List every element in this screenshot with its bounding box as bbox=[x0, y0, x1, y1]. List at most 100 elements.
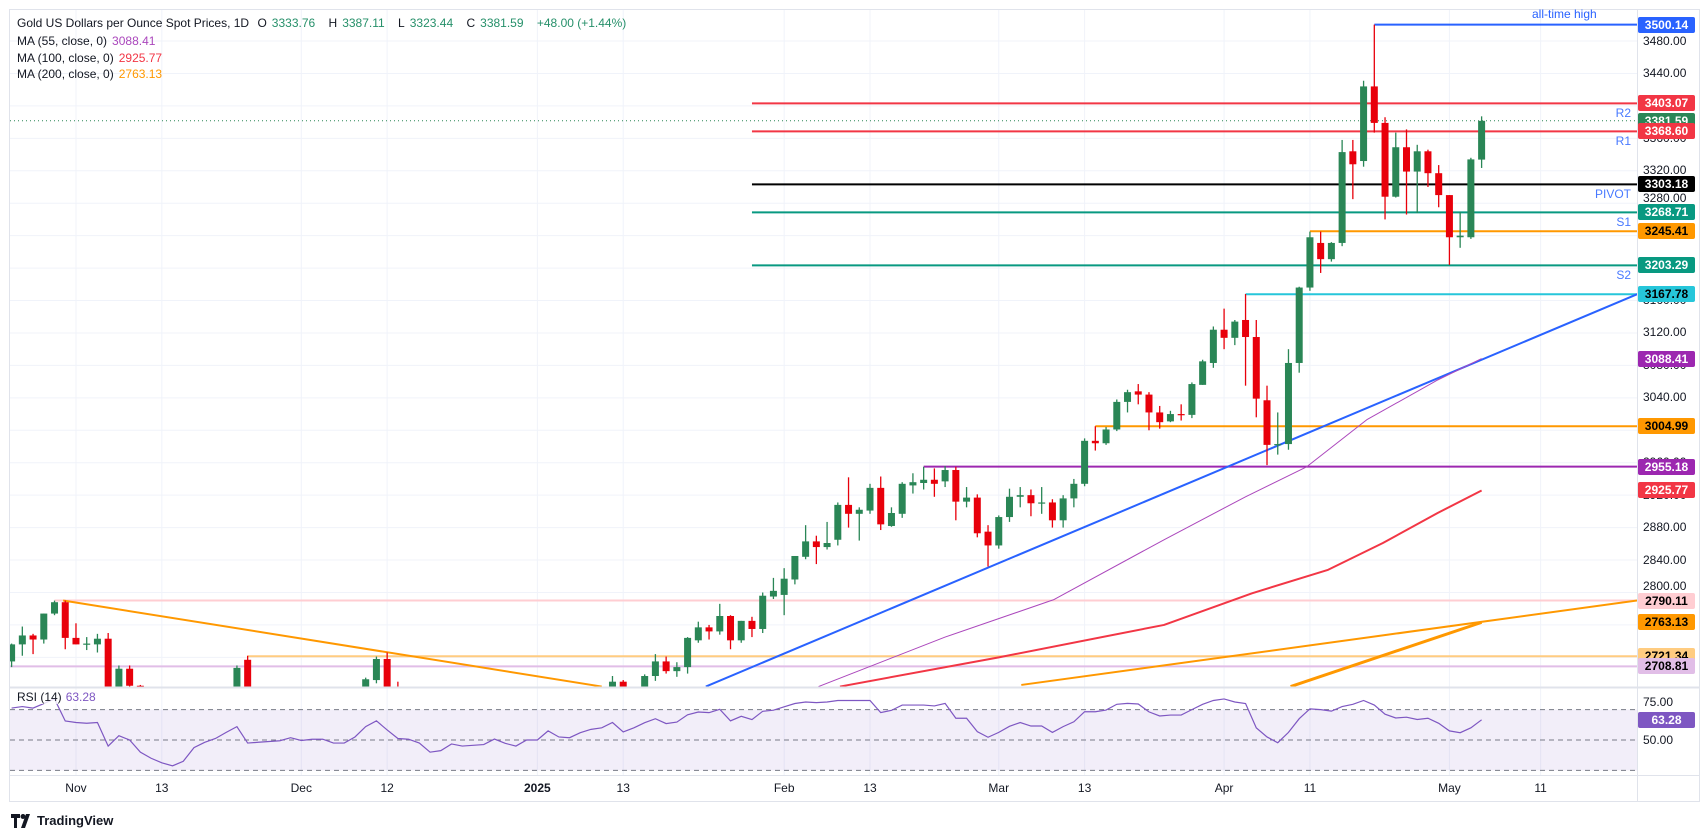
trendline-rising-orange[interactable] bbox=[1021, 599, 1637, 686]
candle[interactable] bbox=[1156, 405, 1164, 429]
trendline-rising-support-blue[interactable] bbox=[705, 293, 1637, 687]
candle[interactable] bbox=[1252, 319, 1260, 418]
candle[interactable] bbox=[1381, 117, 1389, 220]
rsi-legend[interactable]: RSI (14) 63.28 bbox=[17, 690, 96, 704]
candle[interactable] bbox=[1199, 359, 1207, 385]
candle[interactable] bbox=[877, 476, 885, 531]
candle[interactable] bbox=[244, 655, 252, 751]
candle[interactable] bbox=[1059, 495, 1067, 528]
candle[interactable] bbox=[1102, 427, 1110, 445]
candle[interactable] bbox=[1424, 149, 1432, 187]
candle[interactable] bbox=[941, 465, 949, 488]
candle[interactable] bbox=[630, 691, 637, 706]
candle[interactable] bbox=[372, 656, 380, 684]
candle[interactable] bbox=[716, 603, 724, 635]
rsi-line[interactable] bbox=[11, 698, 1482, 767]
candle[interactable] bbox=[898, 482, 906, 518]
candle[interactable] bbox=[651, 654, 659, 681]
candle[interactable] bbox=[1005, 488, 1013, 522]
candle[interactable] bbox=[1081, 438, 1089, 487]
candle[interactable] bbox=[61, 600, 69, 650]
trendline-descending-orange[interactable] bbox=[62, 599, 602, 687]
candle[interactable] bbox=[1467, 157, 1475, 239]
candle[interactable] bbox=[641, 674, 649, 698]
legend-ma100[interactable]: MA (100, close, 0) 2925.77 bbox=[17, 51, 167, 65]
candle[interactable] bbox=[83, 637, 91, 651]
candle[interactable] bbox=[737, 620, 745, 643]
candle[interactable] bbox=[802, 525, 810, 560]
candle[interactable] bbox=[1317, 231, 1325, 273]
candle[interactable] bbox=[72, 623, 80, 645]
candle[interactable] bbox=[29, 633, 37, 655]
candle[interactable] bbox=[920, 466, 928, 490]
candle[interactable] bbox=[233, 665, 241, 704]
candle[interactable] bbox=[18, 626, 26, 656]
candle[interactable] bbox=[1403, 129, 1410, 215]
candle[interactable] bbox=[1113, 399, 1121, 432]
candle[interactable] bbox=[1360, 80, 1368, 167]
candle[interactable] bbox=[662, 656, 670, 674]
candle[interactable] bbox=[694, 621, 702, 643]
candle[interactable] bbox=[40, 613, 48, 644]
candle[interactable] bbox=[1456, 212, 1464, 248]
candle[interactable] bbox=[759, 592, 767, 634]
candle[interactable] bbox=[1284, 349, 1292, 450]
candle[interactable] bbox=[1306, 231, 1314, 291]
candle[interactable] bbox=[984, 525, 992, 567]
candle[interactable] bbox=[705, 624, 713, 640]
candle[interactable] bbox=[791, 555, 799, 585]
candle[interactable] bbox=[963, 487, 971, 508]
moving-average-line[interactable] bbox=[818, 358, 1482, 687]
candle[interactable] bbox=[598, 694, 605, 709]
candle[interactable] bbox=[973, 494, 981, 538]
candle[interactable] bbox=[673, 662, 681, 677]
candle[interactable] bbox=[619, 680, 627, 709]
candle[interactable] bbox=[93, 633, 101, 653]
candle[interactable] bbox=[1349, 139, 1357, 200]
candle[interactable] bbox=[115, 665, 123, 719]
legend-ma200[interactable]: MA (200, close, 0) 2763.13 bbox=[17, 67, 167, 81]
candle[interactable] bbox=[1070, 478, 1078, 508]
candle[interactable] bbox=[1327, 242, 1335, 262]
candle[interactable] bbox=[1338, 139, 1346, 247]
candle[interactable] bbox=[126, 665, 134, 693]
candle[interactable] bbox=[1038, 487, 1046, 514]
candle[interactable] bbox=[1220, 308, 1228, 350]
candle[interactable] bbox=[684, 637, 692, 674]
candle[interactable] bbox=[362, 677, 370, 711]
candle[interactable] bbox=[812, 535, 820, 565]
candle[interactable] bbox=[1231, 319, 1239, 346]
candle[interactable] bbox=[1016, 487, 1024, 508]
candle[interactable] bbox=[1370, 24, 1378, 133]
candle[interactable] bbox=[8, 643, 16, 668]
candle[interactable] bbox=[995, 515, 1003, 549]
candle[interactable] bbox=[1263, 385, 1271, 466]
candle[interactable] bbox=[1177, 404, 1185, 421]
candle[interactable] bbox=[780, 568, 788, 616]
candle[interactable] bbox=[823, 521, 831, 550]
candle[interactable] bbox=[1295, 286, 1303, 373]
tradingview-logo[interactable]: TradingView bbox=[11, 813, 113, 828]
candle[interactable] bbox=[1445, 195, 1453, 265]
candle[interactable] bbox=[1188, 382, 1196, 419]
candle[interactable] bbox=[952, 466, 960, 521]
candle[interactable] bbox=[104, 633, 112, 712]
candle[interactable] bbox=[1134, 384, 1142, 405]
candle[interactable] bbox=[383, 652, 391, 689]
candle[interactable] bbox=[1413, 144, 1421, 213]
candle[interactable] bbox=[1209, 326, 1217, 368]
candle[interactable] bbox=[608, 676, 616, 701]
candle[interactable] bbox=[1091, 426, 1099, 451]
candle[interactable] bbox=[1478, 116, 1486, 168]
candle[interactable] bbox=[866, 483, 874, 514]
candle[interactable] bbox=[169, 776, 176, 806]
candle[interactable] bbox=[1274, 412, 1282, 455]
legend-ma55[interactable]: MA (55, close, 0) 3088.41 bbox=[17, 34, 160, 48]
candle[interactable] bbox=[855, 507, 863, 541]
candle[interactable] bbox=[51, 600, 59, 616]
candle[interactable] bbox=[1027, 489, 1035, 517]
candle[interactable] bbox=[1124, 389, 1132, 413]
candle[interactable] bbox=[1435, 165, 1443, 208]
candle[interactable] bbox=[930, 468, 938, 497]
